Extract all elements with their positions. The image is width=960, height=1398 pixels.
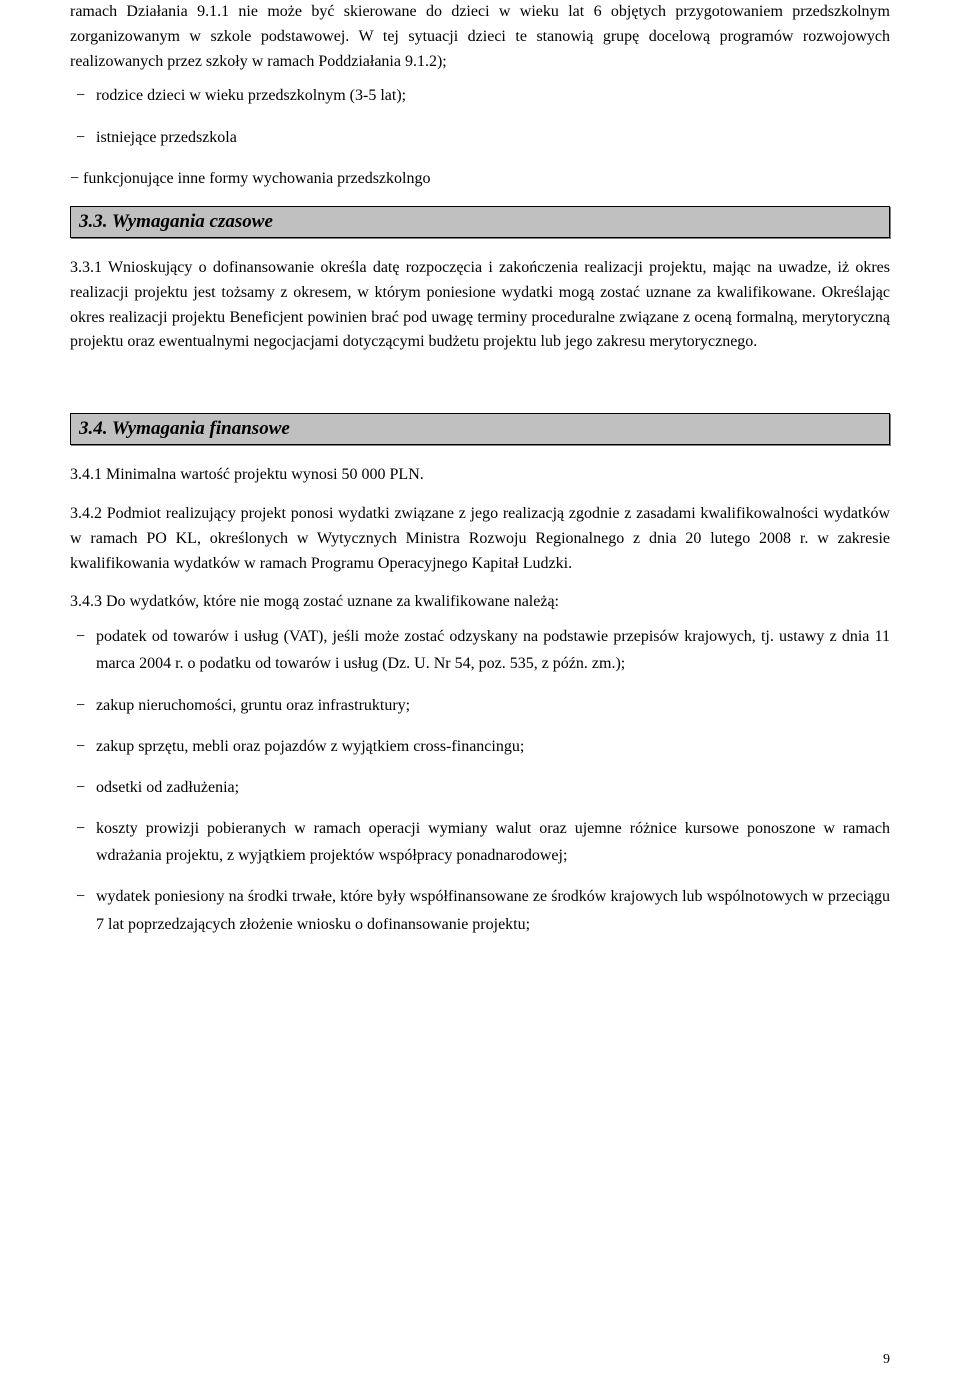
list-item: zakup nieruchomości, gruntu oraz infrast… <box>96 692 890 719</box>
list-item: istniejące przedszkola <box>96 124 890 151</box>
page-number: 9 <box>883 1352 890 1368</box>
list-item: zakup sprzętu, mebli oraz pojazdów z wyj… <box>96 733 890 760</box>
section-title: 3.3. Wymagania czasowe <box>79 211 273 232</box>
list-item: wydatek poniesiony na środki trwałe, któ… <box>96 883 890 937</box>
intro-extra-text: funkcjonujące inne formy wychowania prze… <box>83 170 430 187</box>
section-title: 3.4. Wymagania finansowe <box>79 418 290 439</box>
section-34-p2: 3.4.2 Podmiot realizujący projekt ponosi… <box>70 502 890 576</box>
document-page: ramach Działania 9.1.1 nie może być skie… <box>0 0 960 1398</box>
list-item: odsetki od zadłużenia; <box>96 774 890 801</box>
section-heading-34: 3.4. Wymagania finansowe <box>70 413 890 445</box>
section-34-p3: 3.4.3 Do wydatków, które nie mogą zostać… <box>70 590 890 615</box>
list-item: koszty prowizji pobieranych w ramach ope… <box>96 815 890 869</box>
intro-bullet-list: rodzice dzieci w wieku przedszkolnym (3-… <box>70 82 890 150</box>
section-33-para: 3.3.1 Wnioskujący o dofinansowanie okreś… <box>70 256 890 355</box>
intro-paragraph: ramach Działania 9.1.1 nie może być skie… <box>70 0 890 74</box>
list-item: rodzice dzieci w wieku przedszkolnym (3-… <box>96 82 890 109</box>
intro-extra-item: funkcjonujące inne formy wychowania prze… <box>70 165 890 192</box>
section-34-p1: 3.4.1 Minimalna wartość projektu wynosi … <box>70 463 890 488</box>
list-item: podatek od towarów i usług (VAT), jeśli … <box>96 623 890 677</box>
section-34-bullet-list: podatek od towarów i usług (VAT), jeśli … <box>70 623 890 938</box>
section-heading-33: 3.3. Wymagania czasowe <box>70 206 890 238</box>
